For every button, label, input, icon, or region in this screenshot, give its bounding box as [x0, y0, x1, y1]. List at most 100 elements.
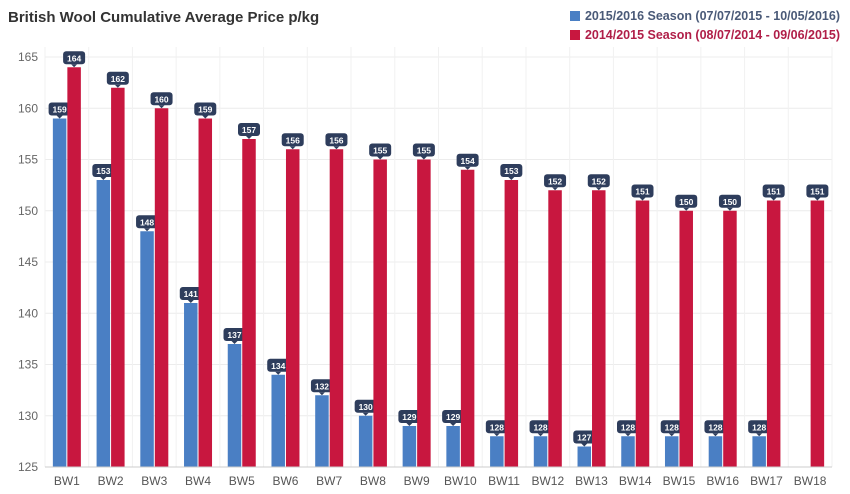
x-tick-label: BW1	[54, 474, 80, 488]
data-label-bubble	[485, 420, 508, 434]
data-label-pointer	[537, 433, 544, 437]
data-label-bubble	[310, 379, 333, 393]
data-label-bubble	[150, 92, 173, 106]
y-tick-label: 135	[18, 358, 38, 372]
data-label-bubble	[442, 410, 465, 423]
bar-2015-2016	[621, 436, 635, 467]
x-tick-label: BW9	[404, 474, 430, 488]
bar-2014-2015	[329, 149, 344, 467]
x-tick-label: BW14	[619, 474, 652, 488]
bar-2014-2015	[285, 149, 300, 467]
data-label-bubble	[456, 153, 479, 167]
data-label: 153	[504, 166, 518, 176]
data-label: 160	[154, 94, 168, 104]
data-label: 157	[242, 125, 256, 135]
y-tick-label: 130	[18, 409, 38, 423]
data-label-pointer	[683, 207, 690, 211]
x-tick-label: BW15	[663, 474, 696, 488]
data-label-bubble	[354, 399, 377, 413]
bar-2014-2015	[679, 210, 693, 467]
data-label-pointer	[56, 115, 63, 119]
bar-2015-2016	[664, 436, 679, 467]
data-label-bubble	[281, 133, 304, 147]
data-label-pointer	[187, 300, 194, 303]
legend-swatch	[569, 30, 580, 40]
data-label-bubble	[267, 358, 290, 372]
y-tick-label: 150	[18, 204, 38, 218]
bar-2015-2016	[577, 446, 592, 467]
data-label: 155	[417, 146, 431, 156]
x-tick-label: BW16	[706, 474, 739, 488]
data-label-pointer	[100, 177, 107, 180]
legend-label: 2015/2016 Season (07/07/2015 - 10/05/201…	[584, 9, 840, 23]
data-label: 137	[227, 330, 241, 340]
data-label-pointer	[406, 423, 413, 426]
data-label: 151	[767, 187, 781, 197]
x-tick-label: BW7	[316, 474, 342, 488]
data-label: 153	[96, 166, 110, 176]
bar-2014-2015	[154, 108, 169, 467]
data-label: 130	[359, 402, 373, 412]
data-label-pointer	[289, 146, 296, 150]
bar-2015-2016	[358, 415, 373, 467]
legend-item-2014-2015[interactable]: 2014/2015 Season (08/07/2014 - 09/06/201…	[569, 28, 840, 42]
data-label-bubble	[704, 420, 727, 434]
data-label-pointer	[377, 156, 384, 160]
data-label-pointer	[231, 341, 238, 344]
data-label-bubble	[631, 184, 654, 198]
bar-2014-2015	[548, 190, 562, 467]
data-label-pointer	[246, 136, 252, 139]
data-label-pointer	[144, 228, 151, 232]
data-label: 129	[402, 412, 416, 422]
data-label-pointer	[756, 433, 763, 437]
data-label-bubble	[529, 420, 552, 434]
data-label-pointer	[158, 105, 165, 109]
data-label: 134	[271, 361, 285, 371]
bar-2014-2015	[635, 200, 650, 467]
data-label-pointer	[202, 115, 209, 119]
data-label-bubble	[106, 71, 129, 85]
bar-2014-2015	[67, 67, 81, 467]
data-label-pointer	[581, 443, 588, 447]
bar-2015-2016	[752, 436, 766, 467]
data-label: 154	[461, 156, 475, 166]
data-label-pointer	[668, 433, 675, 437]
data-label-bubble	[573, 430, 596, 444]
x-tick-label: BW4	[185, 474, 211, 488]
data-label-pointer	[814, 197, 821, 201]
data-label: 152	[548, 176, 562, 186]
data-label: 159	[198, 105, 212, 115]
data-label-bubble	[544, 174, 567, 188]
bar-2015-2016	[271, 374, 285, 467]
data-label-pointer	[552, 187, 559, 191]
data-label: 164	[67, 53, 81, 63]
bar-2014-2015	[592, 190, 606, 467]
y-tick-label: 140	[18, 306, 38, 320]
data-label-bubble	[48, 102, 71, 116]
legend-item-2015-2016[interactable]: 2015/2016 Season (07/07/2015 - 10/05/201…	[569, 9, 840, 23]
bar-2014-2015	[242, 139, 256, 467]
legend-label: 2014/2015 Season (08/07/2014 - 09/06/201…	[584, 28, 840, 42]
data-label-pointer	[420, 156, 427, 160]
data-label-bubble	[63, 51, 86, 65]
data-label: 141	[184, 289, 198, 299]
data-label-pointer	[450, 423, 457, 426]
y-tick-label: 155	[18, 153, 38, 167]
bar-2014-2015	[373, 159, 387, 467]
bar-2014-2015	[198, 118, 213, 467]
data-label: 151	[635, 187, 649, 197]
y-tick-label: 145	[18, 255, 38, 269]
y-tick-label: 125	[18, 460, 38, 474]
bar-2015-2016	[402, 426, 417, 467]
x-tick-label: BW17	[750, 474, 783, 488]
data-label: 128	[490, 422, 504, 432]
data-label-pointer	[770, 197, 777, 201]
bar-2015-2016	[184, 303, 198, 467]
x-tick-label: BW5	[229, 474, 255, 488]
data-label: 151	[810, 187, 824, 197]
data-label-bubble	[194, 102, 217, 116]
legend-swatch	[569, 11, 580, 21]
data-label-bubble	[412, 143, 435, 157]
data-label-bubble	[617, 420, 639, 434]
data-label-pointer	[712, 433, 719, 437]
